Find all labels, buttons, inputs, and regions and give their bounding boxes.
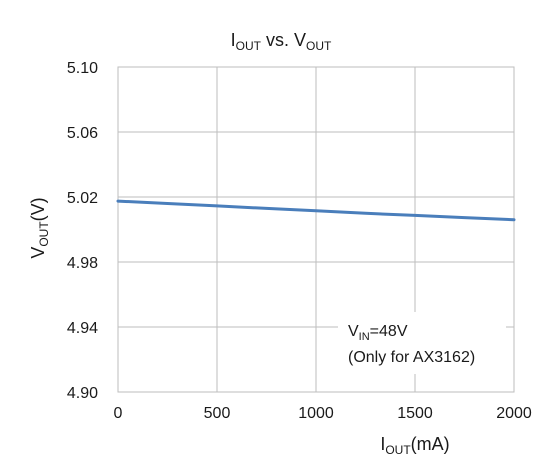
x-tick-label: 2000 <box>496 405 532 422</box>
y-tick-label: 4.90 <box>67 385 98 402</box>
x-tick-label: 500 <box>204 405 231 422</box>
series-line-0 <box>116 199 516 222</box>
annotation-vin: VIN=48V <box>348 323 408 343</box>
x-tick-label: 1000 <box>298 405 334 422</box>
chart-title: IOUT vs. VOUT <box>231 30 332 53</box>
y-tick-label: 5.02 <box>67 190 98 207</box>
y-axis-label: VOUT(V) <box>28 197 51 258</box>
x-tick-labels: 0 500 1000 1500 2000 <box>114 405 532 422</box>
y-tick-label: 5.06 <box>67 125 98 142</box>
x-axis-label: IOUT(mA) <box>380 434 449 457</box>
chart-series <box>116 199 516 222</box>
annotation-background <box>338 312 506 374</box>
annotation-box: VIN=48V (Only for AX3162) <box>338 312 506 374</box>
y-tick-label: 4.94 <box>67 320 98 337</box>
x-tick-label: 0 <box>114 405 123 422</box>
y-tick-labels: 5.10 5.06 5.02 4.98 4.94 4.90 <box>67 60 98 402</box>
annotation-model: (Only for AX3162) <box>348 349 475 366</box>
y-tick-label: 5.10 <box>67 60 98 77</box>
y-tick-label: 4.98 <box>67 255 98 272</box>
x-tick-label: 1500 <box>397 405 433 422</box>
